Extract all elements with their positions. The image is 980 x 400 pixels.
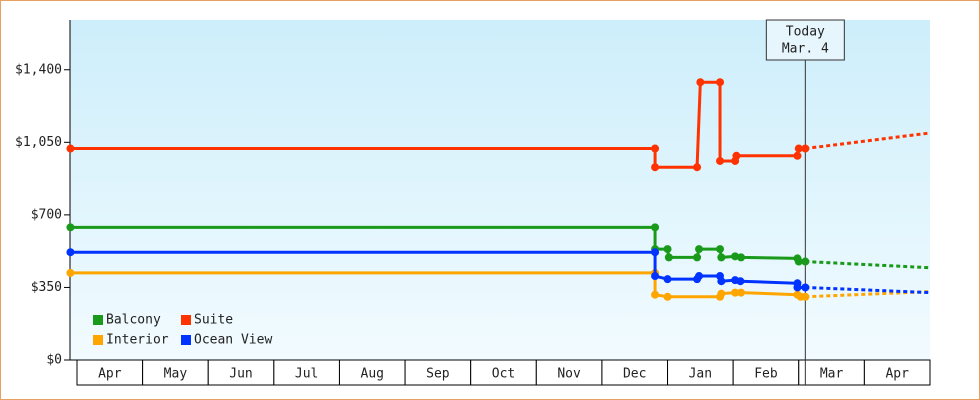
point	[801, 144, 810, 153]
point	[801, 283, 810, 292]
annotation-text: Mar. 4	[782, 42, 829, 57]
annotation-text: Today	[786, 25, 825, 40]
point	[663, 245, 672, 254]
point	[663, 275, 672, 284]
point	[663, 292, 672, 301]
month-box	[667, 359, 734, 386]
legend-label: Suite	[194, 313, 233, 328]
y-tick-label: $0	[46, 353, 62, 368]
y-tick-label: $700	[31, 207, 62, 222]
x-tick-label: Oct	[492, 367, 515, 382]
point	[732, 151, 741, 160]
point	[651, 248, 660, 257]
point	[737, 288, 746, 297]
point	[737, 253, 746, 262]
point	[696, 78, 705, 87]
point	[801, 292, 810, 301]
x-tick-label: Apr	[885, 367, 909, 382]
x-tick-label: Sep	[426, 367, 450, 382]
legend-swatch	[181, 335, 191, 345]
point	[693, 253, 702, 262]
point	[717, 289, 726, 298]
today-box	[765, 19, 845, 61]
x-tick-label: May	[164, 367, 188, 382]
x-tick-label: Jan	[689, 367, 712, 382]
point	[716, 156, 725, 165]
point	[651, 163, 660, 172]
point	[801, 257, 810, 266]
point	[695, 245, 704, 254]
point	[731, 252, 740, 261]
point	[794, 144, 803, 153]
point	[66, 144, 75, 153]
month-box	[273, 359, 340, 386]
point	[794, 257, 803, 266]
x-tick-label: Jun	[229, 367, 252, 382]
legend-label: Balcony	[106, 313, 161, 328]
x-tick-label: Aug	[361, 367, 384, 382]
month-box	[338, 359, 406, 386]
legend-swatch	[93, 335, 103, 345]
legend-swatch	[181, 315, 191, 325]
point	[717, 277, 726, 286]
legend-label: Ocean View	[194, 333, 272, 348]
month-box	[798, 359, 865, 386]
x-tick-label: Apr	[98, 367, 122, 382]
x-tick-label: Mar	[820, 367, 844, 382]
point	[716, 78, 725, 87]
point	[717, 253, 726, 262]
point	[651, 144, 660, 153]
y-tick-label: $1,400	[15, 62, 62, 77]
y-tick-label: $350	[31, 280, 62, 295]
x-tick-label: Feb	[754, 367, 778, 382]
point	[66, 223, 75, 232]
point	[651, 272, 660, 281]
point	[716, 245, 725, 254]
point	[66, 248, 75, 257]
month-box	[207, 359, 275, 386]
point	[736, 277, 745, 286]
legend-swatch	[93, 315, 103, 325]
point	[793, 151, 802, 160]
y-tick-label: $1,050	[15, 135, 62, 150]
point	[731, 288, 740, 297]
point	[651, 223, 660, 232]
point	[693, 163, 702, 172]
point	[695, 272, 704, 281]
point	[66, 268, 75, 277]
x-tick-label: Nov	[557, 367, 581, 382]
x-tick-label: Jul	[295, 367, 318, 382]
x-tick-label: Dec	[623, 367, 646, 382]
point	[651, 290, 660, 299]
month-box	[76, 359, 144, 386]
month-box	[863, 359, 931, 386]
month-box	[535, 359, 603, 386]
legend-label: Interior	[106, 333, 169, 348]
plot-area	[70, 20, 930, 360]
point	[793, 283, 802, 292]
month-box	[142, 359, 209, 386]
point	[664, 253, 673, 262]
